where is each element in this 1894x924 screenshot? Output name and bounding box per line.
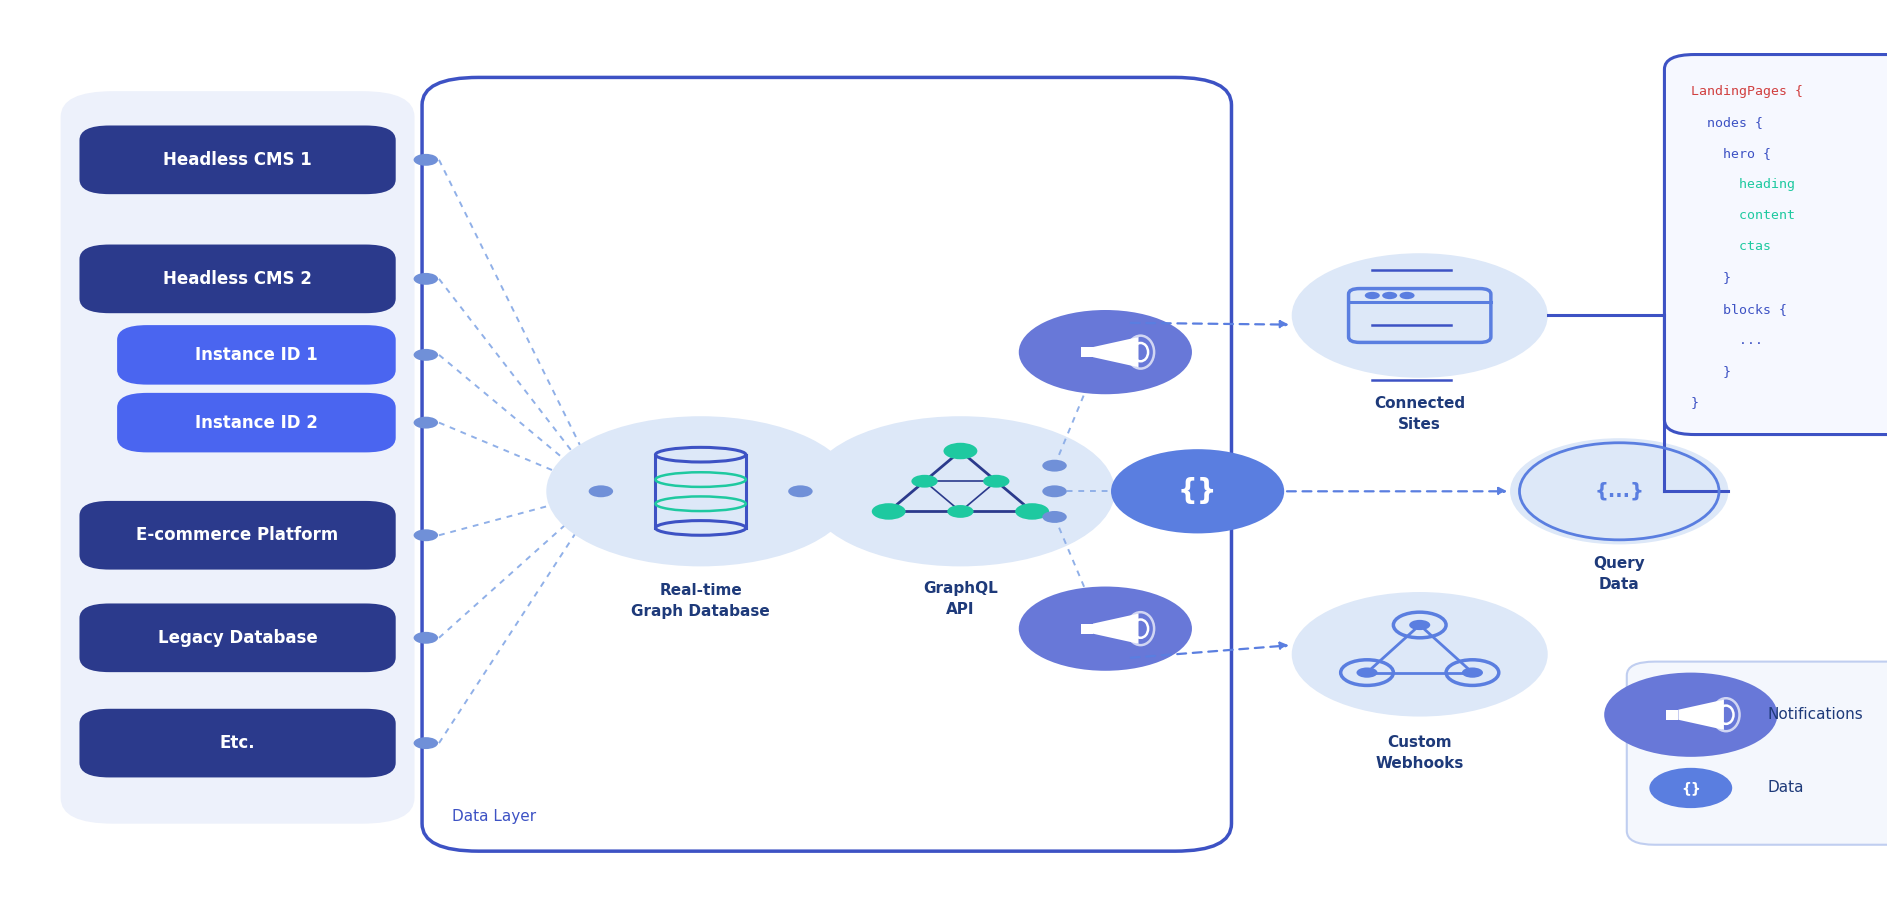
Text: Headless CMS 1: Headless CMS 1 (163, 151, 313, 169)
FancyBboxPatch shape (1665, 55, 1894, 434)
Circle shape (1019, 310, 1191, 395)
Text: hero {: hero { (1691, 147, 1771, 160)
Text: Legacy Database: Legacy Database (157, 629, 318, 647)
Circle shape (1650, 695, 1733, 735)
Circle shape (413, 632, 438, 644)
Text: Data Layer: Data Layer (453, 808, 536, 824)
Text: {...}: {...} (1595, 481, 1644, 501)
FancyBboxPatch shape (1667, 710, 1678, 720)
Text: Query
Data: Query Data (1593, 555, 1646, 591)
Text: Connected
Sites: Connected Sites (1375, 396, 1466, 432)
Circle shape (1292, 253, 1547, 378)
Text: GraphQL
API: GraphQL API (922, 581, 998, 617)
Circle shape (413, 349, 438, 360)
Text: heading: heading (1691, 178, 1796, 191)
Text: }: } (1691, 272, 1731, 285)
Text: {}: {} (1680, 781, 1701, 795)
Text: blocks {: blocks { (1691, 302, 1786, 316)
Polygon shape (1093, 614, 1138, 644)
Text: Headless CMS 2: Headless CMS 2 (163, 270, 313, 288)
FancyBboxPatch shape (117, 393, 396, 453)
Circle shape (413, 417, 438, 429)
Text: Instance ID 1: Instance ID 1 (195, 346, 318, 364)
Circle shape (413, 154, 438, 165)
Text: Real-time
Graph Database: Real-time Graph Database (631, 583, 771, 619)
Text: content: content (1691, 209, 1796, 222)
Circle shape (1462, 667, 1483, 677)
Text: }: } (1691, 365, 1731, 378)
Polygon shape (1678, 699, 1724, 730)
Circle shape (1112, 449, 1284, 533)
Text: Data: Data (1767, 781, 1805, 796)
FancyBboxPatch shape (80, 709, 396, 777)
Circle shape (911, 475, 938, 488)
FancyBboxPatch shape (1080, 624, 1093, 634)
Circle shape (1650, 768, 1733, 808)
Circle shape (1366, 292, 1381, 299)
Circle shape (1042, 485, 1066, 497)
Circle shape (1042, 511, 1066, 523)
Circle shape (1015, 504, 1049, 519)
Text: ctas: ctas (1691, 240, 1771, 253)
Text: Instance ID 2: Instance ID 2 (195, 414, 318, 432)
Text: LandingPages {: LandingPages { (1691, 85, 1803, 98)
Polygon shape (1093, 337, 1138, 367)
Circle shape (1356, 667, 1377, 677)
Circle shape (413, 273, 438, 285)
Text: nodes {: nodes { (1691, 116, 1763, 128)
Circle shape (1409, 620, 1430, 630)
Circle shape (871, 504, 905, 519)
FancyBboxPatch shape (1627, 662, 1894, 845)
Circle shape (943, 443, 977, 459)
FancyBboxPatch shape (1080, 347, 1093, 358)
FancyBboxPatch shape (80, 126, 396, 194)
Circle shape (1604, 673, 1777, 757)
Circle shape (1019, 587, 1191, 671)
Text: ...: ... (1691, 334, 1763, 346)
Text: }: } (1691, 396, 1699, 409)
Circle shape (545, 416, 854, 566)
Text: Notifications: Notifications (1767, 707, 1864, 723)
Circle shape (1400, 292, 1415, 299)
Text: {}: {} (1178, 478, 1218, 505)
Circle shape (983, 475, 1010, 488)
Circle shape (1383, 292, 1398, 299)
Circle shape (413, 737, 438, 749)
FancyBboxPatch shape (80, 603, 396, 672)
FancyBboxPatch shape (117, 325, 396, 384)
Circle shape (589, 485, 614, 497)
Circle shape (788, 485, 813, 497)
FancyBboxPatch shape (61, 91, 415, 823)
Text: E-commerce Platform: E-commerce Platform (136, 527, 339, 544)
Circle shape (947, 505, 974, 517)
Text: Custom
Webhooks: Custom Webhooks (1375, 736, 1464, 772)
Circle shape (1510, 438, 1729, 544)
Circle shape (1292, 592, 1547, 716)
FancyBboxPatch shape (80, 501, 396, 569)
FancyBboxPatch shape (80, 245, 396, 313)
Circle shape (1042, 460, 1066, 471)
Circle shape (413, 529, 438, 541)
Circle shape (807, 416, 1116, 566)
Text: Etc.: Etc. (220, 734, 256, 752)
